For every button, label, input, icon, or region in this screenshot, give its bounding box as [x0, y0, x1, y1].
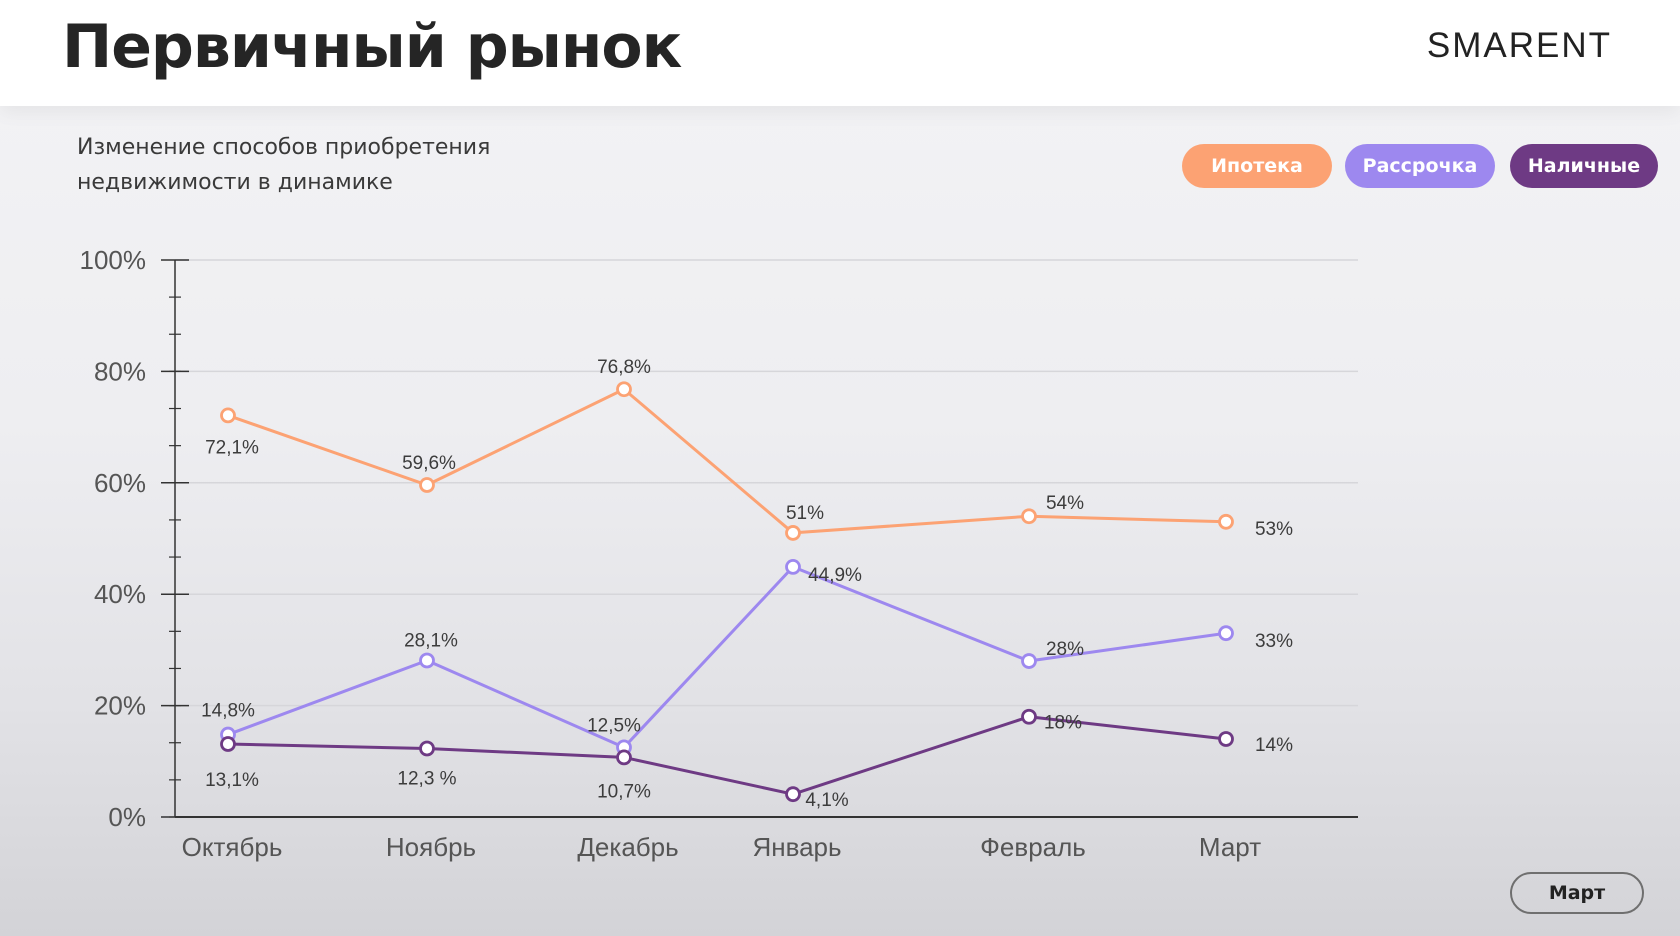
cash-data-label: 14%	[1255, 735, 1293, 756]
y-tick-label: 100%	[80, 245, 147, 275]
y-tick-label: 40%	[94, 579, 146, 609]
cash-point	[1021, 708, 1037, 725]
legend-cash[interactable]: Наличные	[1510, 144, 1658, 188]
installment-point	[419, 652, 435, 669]
installment-data-label: 28,1%	[404, 630, 458, 651]
cash-point	[1218, 731, 1234, 747]
installment-data-label: 12,5%	[587, 715, 641, 736]
cash-point	[220, 736, 236, 752]
mortgage-point	[1218, 513, 1234, 530]
cash-point	[785, 786, 801, 803]
chart-title: Изменение способов приобретения недвижим…	[77, 130, 597, 200]
installment-point	[1218, 625, 1234, 642]
cash-data-label: 4,1%	[805, 790, 848, 811]
brand-logo: SMARENT	[1426, 26, 1612, 65]
installment-data-label: 28%	[1046, 639, 1084, 660]
installment-data-label: 14,8%	[201, 701, 255, 722]
cash-data-label: 12,3 %	[397, 768, 456, 789]
mortgage-data-label: 51%	[786, 503, 824, 524]
cash-data-label: 10,7%	[597, 781, 651, 802]
x-tick-label: Ноябрь	[386, 832, 476, 862]
page-title: Первичный рынок	[62, 12, 682, 82]
y-tick-label: 20%	[94, 691, 146, 721]
cash-point	[616, 749, 632, 766]
mortgage-data-label: 53%	[1255, 519, 1293, 540]
month-select-button[interactable]: Март	[1510, 872, 1644, 914]
mortgage-data-label: 76,8%	[597, 357, 651, 378]
installment-point	[785, 559, 801, 575]
chart-title-line-2: недвижимости в динамике	[77, 170, 393, 195]
installment-line	[227, 565, 1227, 749]
chart-title-line-1: Изменение способов приобретения	[77, 135, 491, 160]
cash-line	[227, 715, 1227, 796]
x-tick-label: Март	[1199, 832, 1261, 862]
installment-data-label: 33%	[1255, 631, 1293, 652]
x-tick-label: Февраль	[980, 832, 1086, 862]
mortgage-point	[1021, 508, 1037, 525]
x-tick-label: Октябрь	[182, 832, 283, 862]
mortgage-point	[616, 381, 632, 398]
y-tick-label: 80%	[94, 356, 146, 386]
header-bar: Первичный рынок SMARENT	[0, 0, 1680, 106]
cash-point	[419, 740, 435, 757]
mortgage-data-label: 54%	[1046, 493, 1084, 514]
mortgage-point	[419, 477, 435, 493]
mortgage-line	[227, 387, 1227, 535]
mortgage-point	[220, 407, 236, 424]
legend-installment[interactable]: Рассрочка	[1345, 144, 1495, 188]
installment-data-label: 44,9%	[808, 565, 862, 586]
mortgage-point	[785, 525, 801, 541]
x-tick-label: Декабрь	[577, 832, 678, 862]
y-tick-label: 60%	[94, 468, 146, 498]
y-tick-label: 0%	[108, 802, 146, 832]
cash-data-label: 18%	[1044, 713, 1082, 734]
legend-mortgage[interactable]: Ипотека	[1182, 144, 1332, 188]
mortgage-data-label: 59,6%	[402, 453, 456, 474]
mortgage-data-label: 72,1%	[205, 437, 259, 458]
installment-point	[1021, 653, 1037, 669]
x-tick-label: Январь	[752, 832, 841, 862]
cash-data-label: 13,1%	[205, 770, 259, 791]
